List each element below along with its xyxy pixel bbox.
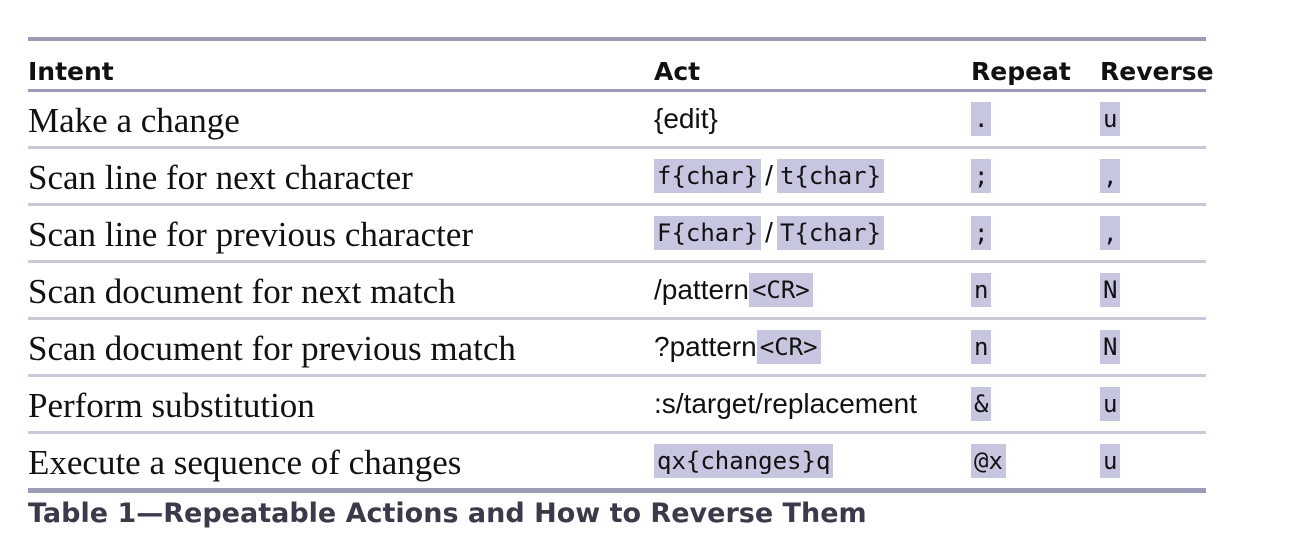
act-cell: qx{changes}q xyxy=(654,434,834,488)
reverse-key: , xyxy=(1100,216,1121,250)
repeatable-actions-table: Intent Act Repeat Reverse Make a change … xyxy=(28,37,1214,493)
table-row: Scan document for next match /pattern <C… xyxy=(28,263,1206,320)
repeat-cell: n xyxy=(971,263,992,317)
repeat-key: ; xyxy=(971,216,992,250)
table-row: Scan document for previous match ?patter… xyxy=(28,320,1206,377)
table-row: Make a change {edit} . u xyxy=(28,92,1206,149)
table-row: Scan line for previous character F{char}… xyxy=(28,206,1206,263)
reverse-key: N xyxy=(1100,330,1121,364)
repeat-key: . xyxy=(971,102,992,136)
repeat-cell: ; xyxy=(971,206,992,260)
act-separator: / xyxy=(765,217,773,248)
act-plain: {edit} xyxy=(654,103,718,134)
act-cell: /pattern <CR> xyxy=(654,263,813,317)
act-cell: {edit} xyxy=(654,92,718,146)
reverse-cell: u xyxy=(1100,434,1121,488)
reverse-key: u xyxy=(1100,102,1121,136)
repeat-key: ; xyxy=(971,159,992,193)
reverse-key: N xyxy=(1100,273,1121,307)
act-plain: ?pattern xyxy=(654,331,757,362)
table-row: Execute a sequence of changes qx{changes… xyxy=(28,434,1206,488)
intent-cell: Perform substitution xyxy=(28,386,315,425)
reverse-key: , xyxy=(1100,159,1121,193)
intent-cell: Scan line for previous character xyxy=(28,215,474,254)
repeat-cell: & xyxy=(971,377,992,431)
table-header-row: Intent Act Repeat Reverse xyxy=(28,41,1214,92)
intent-cell: Execute a sequence of changes xyxy=(28,443,462,482)
act-code: t{char} xyxy=(776,159,885,193)
act-code: f{char} xyxy=(654,159,762,193)
header-repeat: Repeat xyxy=(971,56,1071,86)
table-bottom-rule xyxy=(28,488,1206,493)
reverse-cell: , xyxy=(1100,149,1121,203)
act-plain: /pattern xyxy=(654,274,749,305)
reverse-cell: N xyxy=(1100,263,1121,317)
reverse-cell: N xyxy=(1100,320,1121,374)
act-code: F{char} xyxy=(654,216,762,250)
header-intent: Intent xyxy=(28,56,114,86)
repeat-key: & xyxy=(971,387,992,421)
table-row: Scan line for next character f{char} / t… xyxy=(28,149,1206,206)
reverse-cell: , xyxy=(1100,206,1121,260)
act-code: <CR> xyxy=(748,273,813,307)
intent-cell: Make a change xyxy=(28,101,240,140)
act-cell: f{char} / t{char} xyxy=(654,149,885,203)
act-plain: :s/target/replacement xyxy=(654,388,918,419)
act-code: T{char} xyxy=(776,216,885,250)
intent-cell: Scan document for next match xyxy=(28,272,456,311)
table-top-rule xyxy=(28,37,1206,41)
act-cell: F{char} / T{char} xyxy=(654,206,885,260)
header-reverse: Reverse xyxy=(1100,56,1214,86)
act-code: <CR> xyxy=(756,330,821,364)
reverse-cell: u xyxy=(1100,92,1121,146)
repeat-key: @x xyxy=(971,444,1006,478)
intent-cell: Scan document for previous match xyxy=(28,329,516,368)
table-row: Perform substitution :s/target/replaceme… xyxy=(28,377,1206,434)
repeat-key: n xyxy=(971,273,992,307)
header-act: Act xyxy=(654,56,701,86)
repeat-key: n xyxy=(971,330,992,364)
act-cell: :s/target/replacement xyxy=(654,377,917,431)
table-caption: Table 1—Repeatable Actions and How to Re… xyxy=(28,498,867,529)
reverse-cell: u xyxy=(1100,377,1121,431)
repeat-cell: n xyxy=(971,320,992,374)
intent-cell: Scan line for next character xyxy=(28,158,413,197)
act-code: qx{changes}q xyxy=(654,444,834,478)
reverse-key: u xyxy=(1100,387,1121,421)
repeat-cell: . xyxy=(971,92,992,146)
act-cell: ?pattern <CR> xyxy=(654,320,821,374)
repeat-cell: ; xyxy=(971,149,992,203)
act-separator: / xyxy=(765,160,773,191)
repeat-cell: @x xyxy=(971,434,1006,488)
reverse-key: u xyxy=(1100,444,1121,478)
